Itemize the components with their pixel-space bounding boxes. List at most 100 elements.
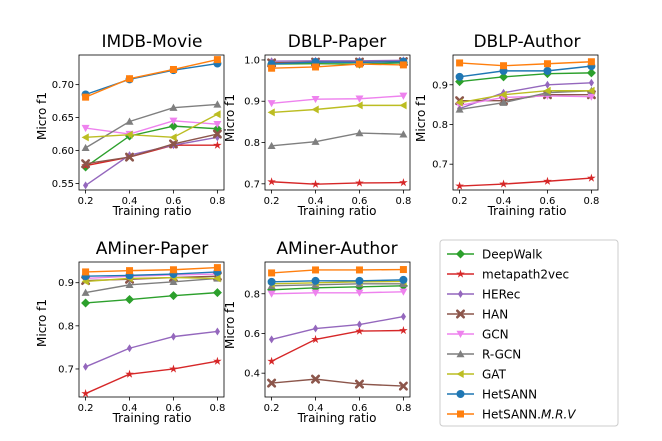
data-point	[399, 178, 408, 187]
data-point	[126, 267, 134, 275]
x-tick-label: 0.6	[166, 403, 182, 414]
legend-label: DeepWalk	[482, 248, 542, 262]
x-axis-label: Training ratio	[297, 204, 377, 218]
y-axis-label: Micro f1	[223, 94, 237, 142]
series-line	[459, 95, 592, 107]
y-tick-label: 0.9	[432, 80, 448, 91]
data-point	[213, 56, 221, 64]
data-point	[311, 95, 320, 104]
data-point	[213, 356, 222, 365]
series-line	[85, 277, 218, 294]
y-tick-label: 0.7	[58, 364, 74, 375]
data-point	[588, 78, 595, 87]
x-tick-label: 0.8	[395, 196, 411, 207]
data-point	[168, 121, 178, 131]
legend-marker	[456, 249, 465, 259]
legend-label: HetSANN.M.R.V	[482, 408, 576, 422]
data-point	[399, 101, 407, 110]
plot-frame	[452, 54, 599, 191]
series-line	[271, 132, 404, 147]
series-line	[271, 329, 404, 362]
legend-item-hetsann: HetSANN	[447, 388, 537, 402]
y-tick-label: 0.8	[244, 138, 260, 149]
data-point	[399, 275, 408, 284]
x-tick-label: 0.8	[209, 403, 225, 414]
data-point	[81, 124, 90, 133]
data-point	[355, 101, 363, 110]
data-point	[213, 100, 222, 108]
series-line	[85, 271, 218, 277]
x-tick-label: 0.6	[540, 196, 556, 207]
data-point	[214, 327, 221, 336]
data-point	[455, 72, 464, 81]
series-line	[85, 266, 218, 273]
data-point	[500, 62, 508, 70]
data-point	[354, 379, 364, 389]
data-point	[398, 381, 408, 391]
data-point	[81, 389, 90, 398]
data-point	[355, 178, 364, 187]
series-hetsann	[81, 59, 222, 99]
legend-marker	[457, 410, 464, 418]
series-gat	[267, 101, 407, 117]
legend-label: R-GCN	[482, 348, 521, 362]
data-point	[267, 378, 277, 388]
legend-marker	[456, 350, 465, 358]
data-point	[267, 356, 276, 365]
y-tick-label: 0.9	[244, 97, 260, 108]
data-point	[499, 72, 509, 82]
data-point	[499, 179, 508, 188]
series-line	[271, 285, 404, 291]
x-tick-label: 0.6	[352, 196, 368, 207]
data-point	[400, 312, 407, 321]
y-axis-label: Micro f1	[35, 299, 49, 347]
y-tick-label: 0.8	[432, 120, 448, 131]
legend-item-metapath2vec: metapath2vec	[447, 268, 569, 282]
x-tick-label: 0.8	[583, 196, 599, 207]
data-point	[168, 139, 178, 149]
legend-label: HetSANN	[482, 388, 537, 402]
series-gcn	[267, 288, 408, 298]
data-point	[311, 289, 320, 297]
legend-marker	[456, 390, 465, 398]
data-point	[587, 86, 595, 95]
data-point	[169, 117, 178, 125]
data-point	[169, 103, 178, 111]
series-line	[271, 60, 404, 65]
data-point	[311, 374, 321, 384]
data-point	[311, 105, 319, 114]
data-point	[168, 291, 178, 301]
legend-label: HAN	[482, 308, 508, 322]
data-point	[81, 288, 90, 296]
x-tick-label: 0.6	[166, 196, 182, 207]
series-hetsann-m-r-v	[82, 56, 221, 101]
data-point	[355, 129, 364, 137]
series-line	[459, 90, 592, 111]
series-line	[459, 90, 592, 104]
series-line	[271, 279, 404, 283]
data-point	[587, 173, 596, 182]
legend-item-han: HAN	[447, 308, 508, 322]
data-point	[125, 117, 134, 125]
subplot-title: AMiner-Paper	[96, 239, 208, 259]
legend-frame	[439, 239, 619, 427]
data-point	[212, 129, 222, 139]
series-r-gcn	[81, 100, 222, 152]
y-tick-label: 0.8	[244, 289, 260, 300]
data-point	[356, 320, 363, 329]
series-line	[85, 144, 218, 167]
subplot-aminer-author: AMiner-Author Training ratio Micro f1 0.…	[223, 239, 411, 425]
series-metapath2vec	[267, 177, 408, 188]
y-axis-label: Micro f1	[35, 92, 49, 140]
x-tick-label: 0.4	[122, 403, 138, 414]
data-point	[311, 334, 320, 344]
series-line	[459, 72, 592, 83]
data-point	[213, 120, 222, 129]
data-point	[268, 269, 276, 277]
data-point	[543, 176, 552, 185]
series-line	[459, 177, 592, 187]
data-point	[268, 64, 276, 72]
y-tick-label: 0.55	[52, 179, 74, 190]
data-point	[543, 60, 551, 68]
data-point	[312, 63, 320, 71]
